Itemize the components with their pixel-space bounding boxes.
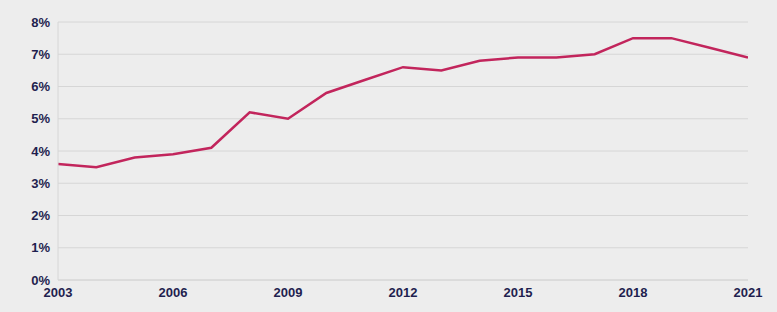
svg-text:2003: 2003 xyxy=(43,285,73,301)
svg-text:2009: 2009 xyxy=(274,285,303,300)
svg-text:1%: 1% xyxy=(31,240,50,255)
svg-text:0%: 0% xyxy=(31,273,50,288)
svg-text:6%: 6% xyxy=(31,79,50,94)
svg-text:2018: 2018 xyxy=(619,285,648,300)
svg-text:4%: 4% xyxy=(31,144,50,159)
svg-text:2015: 2015 xyxy=(504,285,533,300)
svg-text:7%: 7% xyxy=(31,47,50,62)
svg-text:2012: 2012 xyxy=(389,285,418,300)
svg-text:2%: 2% xyxy=(31,208,50,223)
svg-text:2006: 2006 xyxy=(159,285,188,300)
svg-text:2021: 2021 xyxy=(734,285,763,300)
svg-text:8%: 8% xyxy=(31,15,50,30)
svg-text:5%: 5% xyxy=(31,111,50,126)
svg-text:3%: 3% xyxy=(31,176,50,191)
